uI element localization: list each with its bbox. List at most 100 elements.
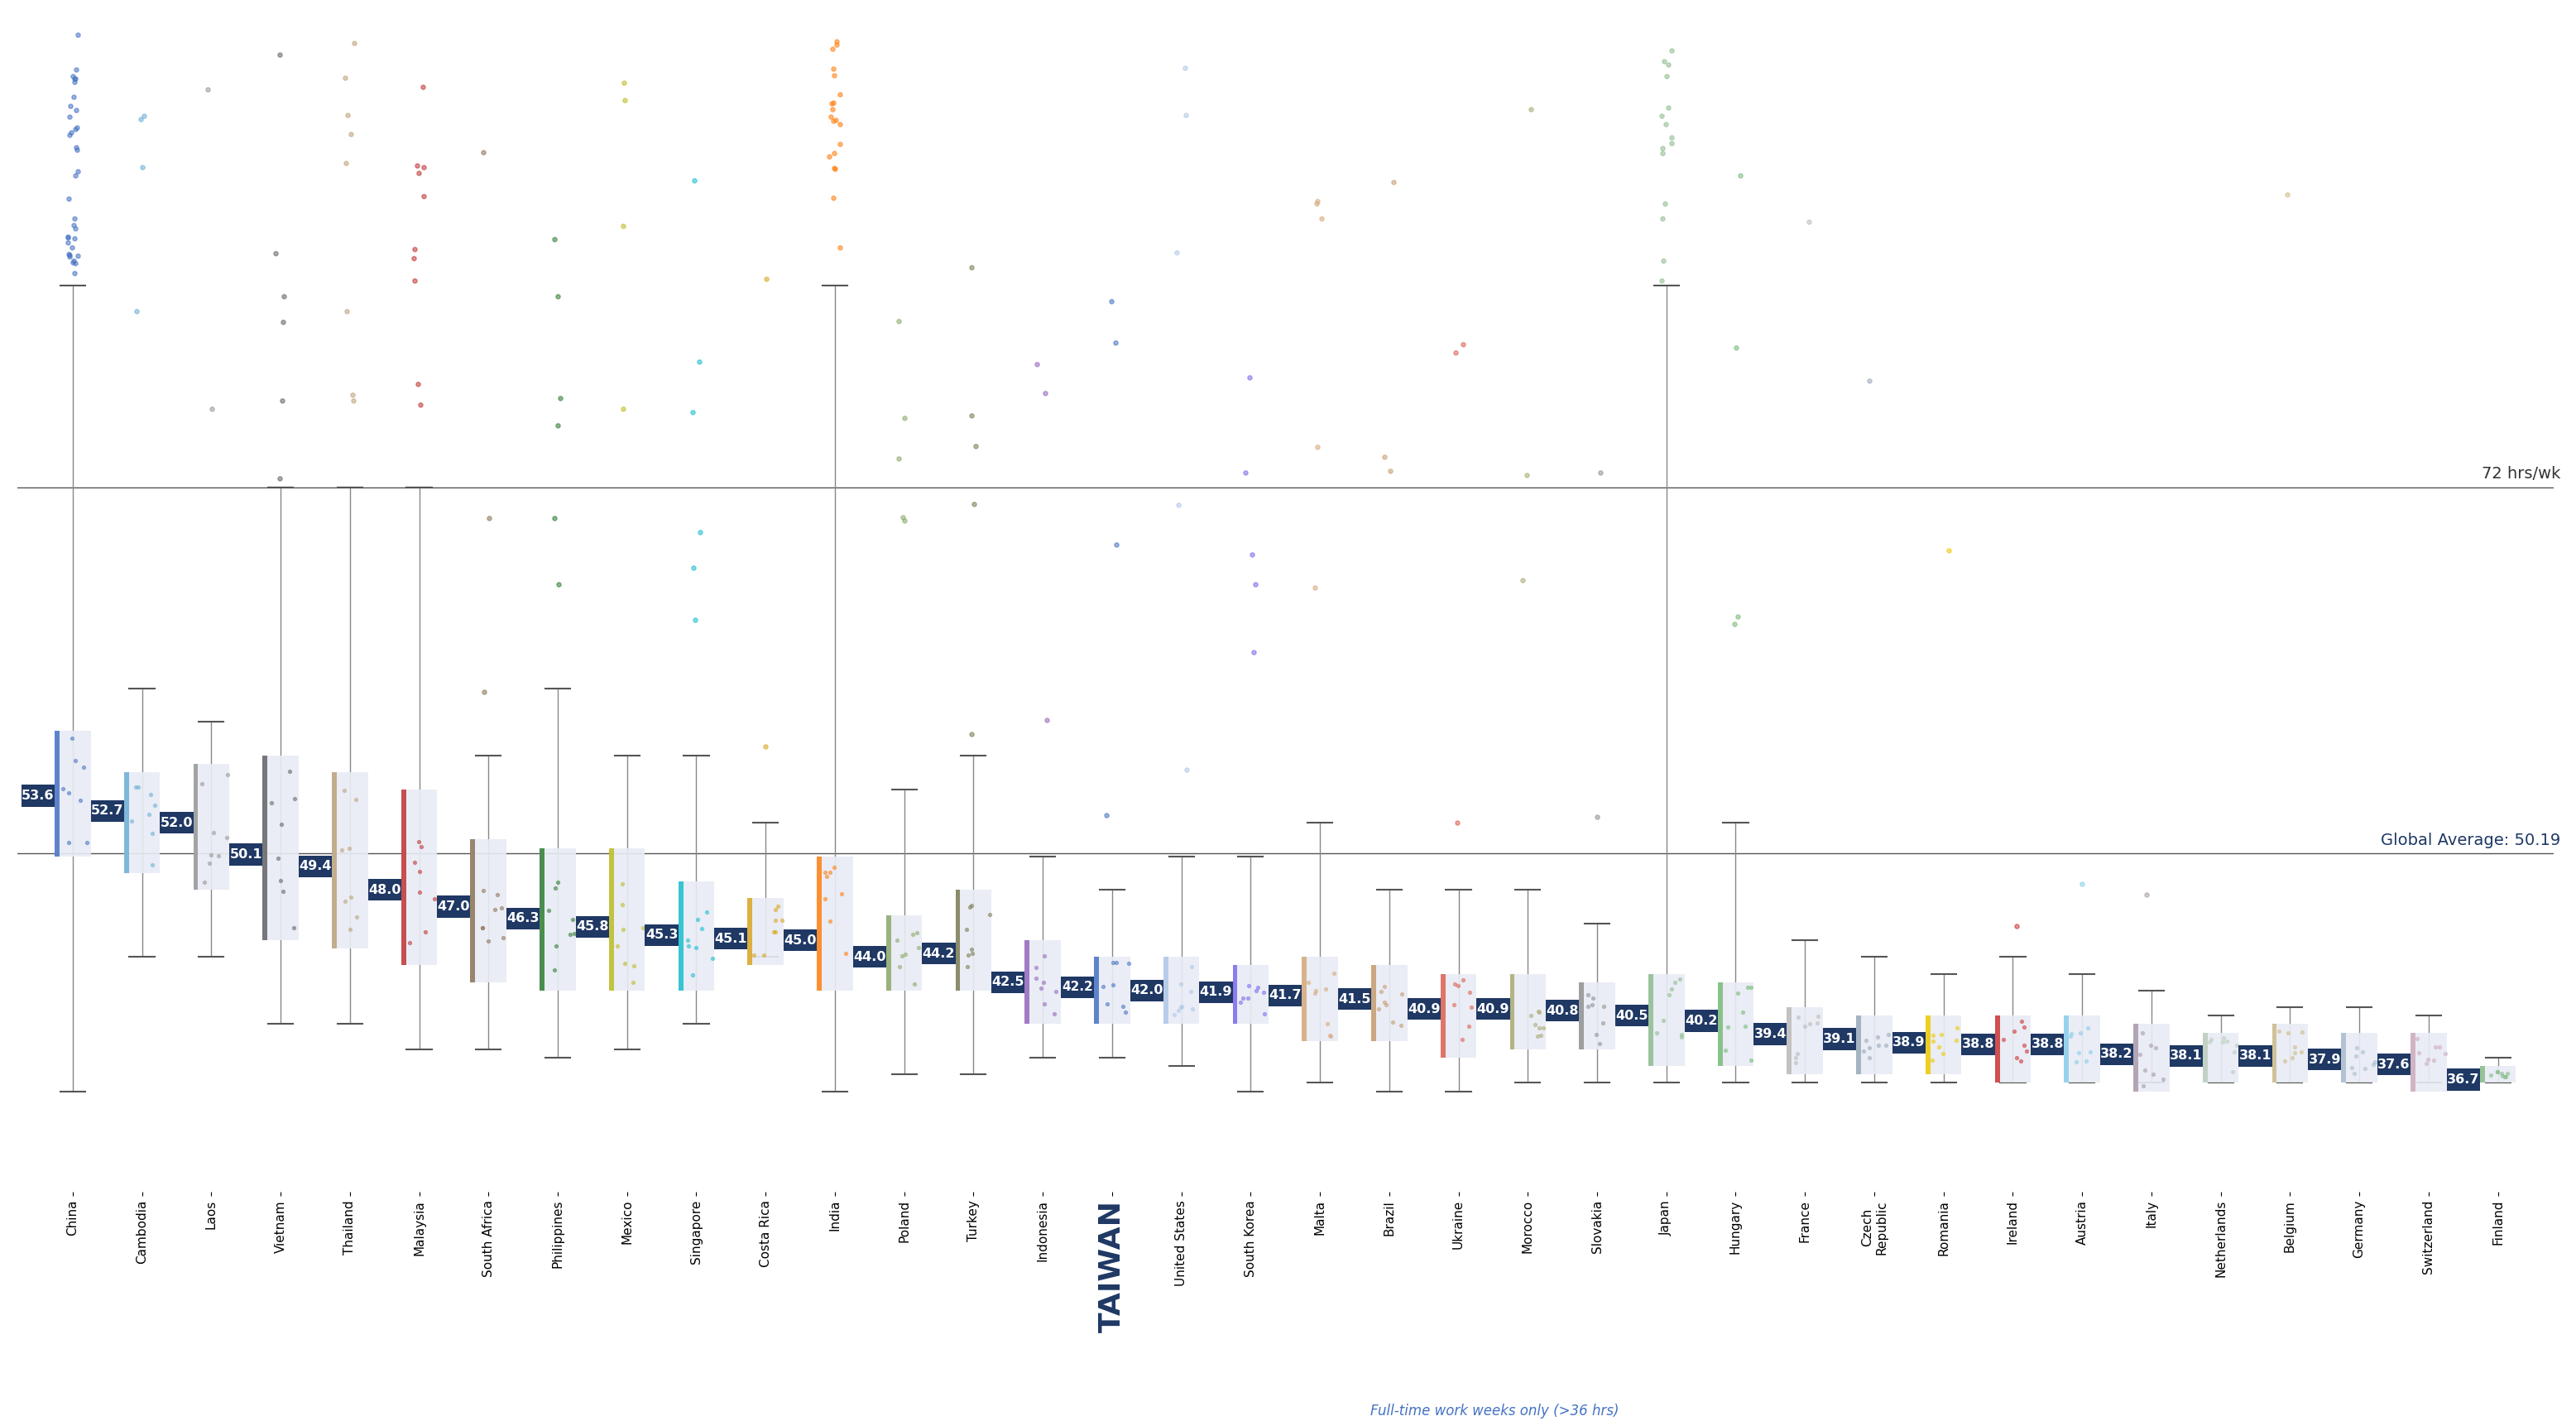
Point	[1510, 1003, 1551, 1026]
Point	[54, 67, 95, 90]
Point	[1018, 352, 1059, 375]
Point	[1654, 971, 1695, 993]
Point	[1450, 996, 1492, 1019]
Point	[461, 917, 502, 939]
Point	[2058, 1042, 2099, 1064]
Point	[1731, 976, 1772, 999]
Bar	[1440, 973, 1476, 1057]
Point	[1659, 968, 1700, 990]
Point	[54, 227, 95, 250]
Point	[2259, 1020, 2300, 1043]
Point	[2056, 1050, 2097, 1073]
Point	[1510, 98, 1551, 121]
Point	[1373, 1010, 1414, 1033]
Bar	[1788, 1007, 1793, 1074]
Point	[1643, 192, 1685, 215]
Text: 38.1: 38.1	[2239, 1050, 2272, 1061]
Point	[2406, 1053, 2447, 1076]
Point	[1095, 331, 1136, 354]
Point	[1092, 951, 1133, 973]
Bar	[2133, 1025, 2138, 1091]
Text: 36.7: 36.7	[2447, 1073, 2481, 1086]
Bar	[1649, 973, 1654, 1066]
Point	[2267, 1022, 2308, 1044]
Point	[2398, 1042, 2439, 1064]
Bar	[1924, 1016, 1929, 1074]
Point	[1919, 1036, 1960, 1059]
Bar	[1025, 941, 1061, 1025]
Point	[2133, 1063, 2174, 1086]
Point	[131, 823, 173, 845]
Point	[1577, 806, 1618, 828]
Bar	[817, 857, 853, 990]
Point	[613, 955, 654, 978]
Point	[325, 779, 366, 801]
Text: 40.2: 40.2	[1685, 1015, 1718, 1027]
Text: 41.9: 41.9	[1200, 986, 1231, 999]
Bar	[1095, 956, 1100, 1025]
Point	[2481, 1064, 2522, 1087]
Point	[260, 870, 301, 892]
Point	[817, 30, 858, 53]
Point	[394, 247, 435, 270]
Point	[945, 918, 987, 941]
Point	[675, 936, 716, 959]
Point	[667, 935, 708, 958]
Point	[2066, 1016, 2107, 1039]
Point	[2331, 1057, 2372, 1080]
Point	[747, 267, 788, 290]
Point	[536, 934, 577, 956]
Bar	[471, 840, 474, 982]
Point	[690, 946, 732, 969]
Point	[2213, 1040, 2254, 1063]
Point	[1643, 50, 1685, 72]
Point	[1023, 993, 1064, 1016]
Point	[469, 929, 510, 952]
Point	[2486, 1066, 2527, 1088]
Point	[1713, 612, 1754, 635]
Point	[533, 507, 574, 530]
Bar	[193, 764, 198, 890]
Bar	[2411, 1033, 2447, 1091]
Point	[1435, 972, 1476, 995]
Bar	[124, 773, 160, 872]
Point	[2190, 1027, 2231, 1050]
Point	[1649, 97, 1690, 119]
Point	[1303, 978, 1345, 1000]
Point	[1649, 53, 1690, 75]
Bar	[263, 756, 299, 941]
Point	[2272, 1046, 2313, 1069]
Point	[1448, 980, 1489, 1003]
Point	[273, 787, 314, 810]
Point	[1087, 993, 1128, 1016]
Bar	[2133, 1025, 2169, 1091]
Bar	[507, 908, 541, 929]
Bar	[438, 895, 471, 918]
Point	[598, 935, 639, 958]
Point	[1033, 1002, 1074, 1025]
Point	[811, 98, 853, 121]
Point	[332, 389, 374, 412]
Point	[1579, 462, 1620, 485]
Point	[2414, 1049, 2455, 1071]
Point	[46, 226, 88, 249]
Point	[1162, 995, 1203, 1017]
Bar	[54, 730, 59, 857]
Point	[1937, 1016, 1978, 1039]
Point	[183, 871, 224, 894]
Point	[1221, 988, 1262, 1010]
Point	[1226, 986, 1267, 1009]
Point	[258, 468, 299, 490]
Text: 48.0: 48.0	[368, 884, 402, 897]
Point	[809, 145, 850, 168]
Point	[1095, 951, 1136, 973]
Point	[1226, 462, 1267, 485]
Point	[1360, 980, 1401, 1003]
Bar	[677, 881, 683, 990]
Point	[2004, 1016, 2045, 1039]
Bar	[541, 848, 544, 990]
Point	[1236, 979, 1278, 1002]
Point	[1170, 955, 1211, 978]
Bar	[1994, 1016, 1999, 1083]
Point	[2267, 183, 2308, 206]
